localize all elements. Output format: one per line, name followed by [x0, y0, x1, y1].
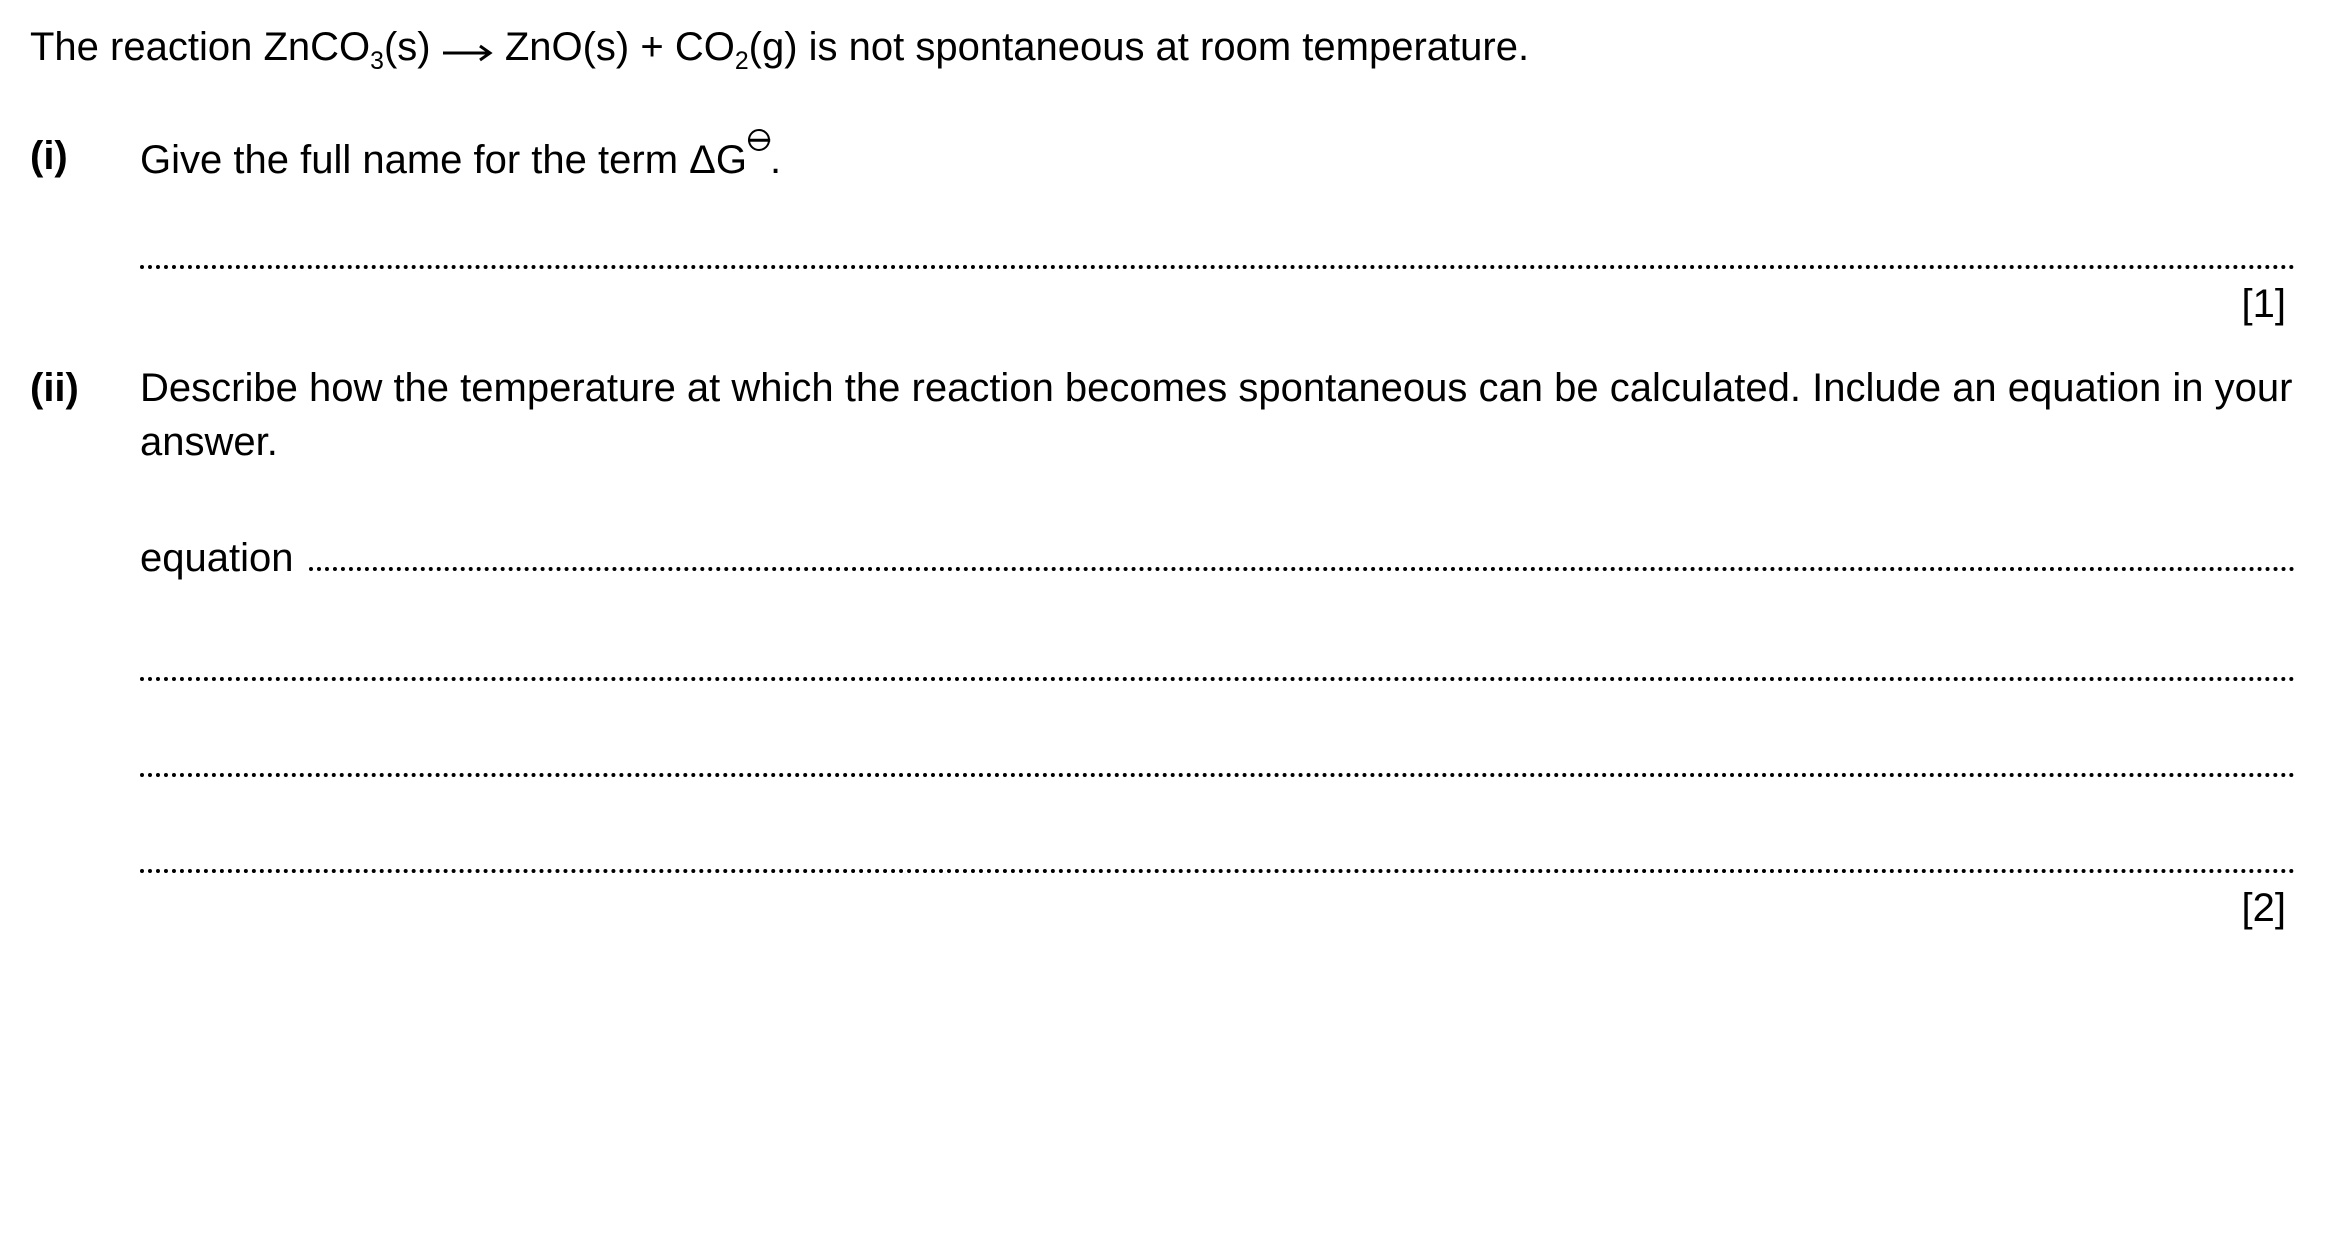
- intro-text-1: The reaction ZnCO: [30, 25, 370, 69]
- intro-sub-1: 3: [370, 48, 384, 75]
- part-i-prompt-pre: Give the full name for the term ΔG: [140, 138, 747, 182]
- part-ii-body: Describe how the temperature at which th…: [140, 361, 2296, 469]
- part-ii-label: (ii): [30, 361, 110, 415]
- part-i-marks: [1]: [140, 277, 2296, 331]
- intro-text-2: (s): [384, 25, 442, 69]
- part-i: (i) Give the full name for the term ΔG.: [30, 129, 2296, 187]
- equation-row: equation: [140, 531, 2296, 585]
- answer-line[interactable]: [140, 869, 2296, 873]
- part-i-prompt-post: .: [770, 138, 781, 182]
- intro-text-4: (g) is not spontaneous at room temperatu…: [749, 25, 1529, 69]
- intro-sub-2: 2: [735, 48, 749, 75]
- part-ii: (ii) Describe how the temperature at whi…: [30, 361, 2296, 469]
- part-ii-marks: [2]: [140, 881, 2296, 935]
- part-i-answer-area: [1]: [30, 197, 2296, 331]
- equation-answer-line[interactable]: [309, 533, 2296, 571]
- part-ii-answer-area: equation [2]: [30, 479, 2296, 935]
- part-ii-prompt: Describe how the temperature at which th…: [140, 366, 2292, 464]
- equation-label: equation: [140, 531, 293, 585]
- part-i-body: Give the full name for the term ΔG.: [140, 129, 2296, 187]
- right-arrow-icon: [442, 43, 494, 63]
- exam-page: The reaction ZnCO3(s) ZnO(s) + CO2(g) is…: [0, 0, 2326, 1240]
- answer-line[interactable]: [140, 265, 2296, 269]
- intro-sentence: The reaction ZnCO3(s) ZnO(s) + CO2(g) is…: [30, 20, 2296, 74]
- standard-state-plimsoll-icon: [748, 129, 770, 151]
- intro-text-3: ZnO(s) + CO: [494, 25, 735, 69]
- part-i-label: (i): [30, 129, 110, 183]
